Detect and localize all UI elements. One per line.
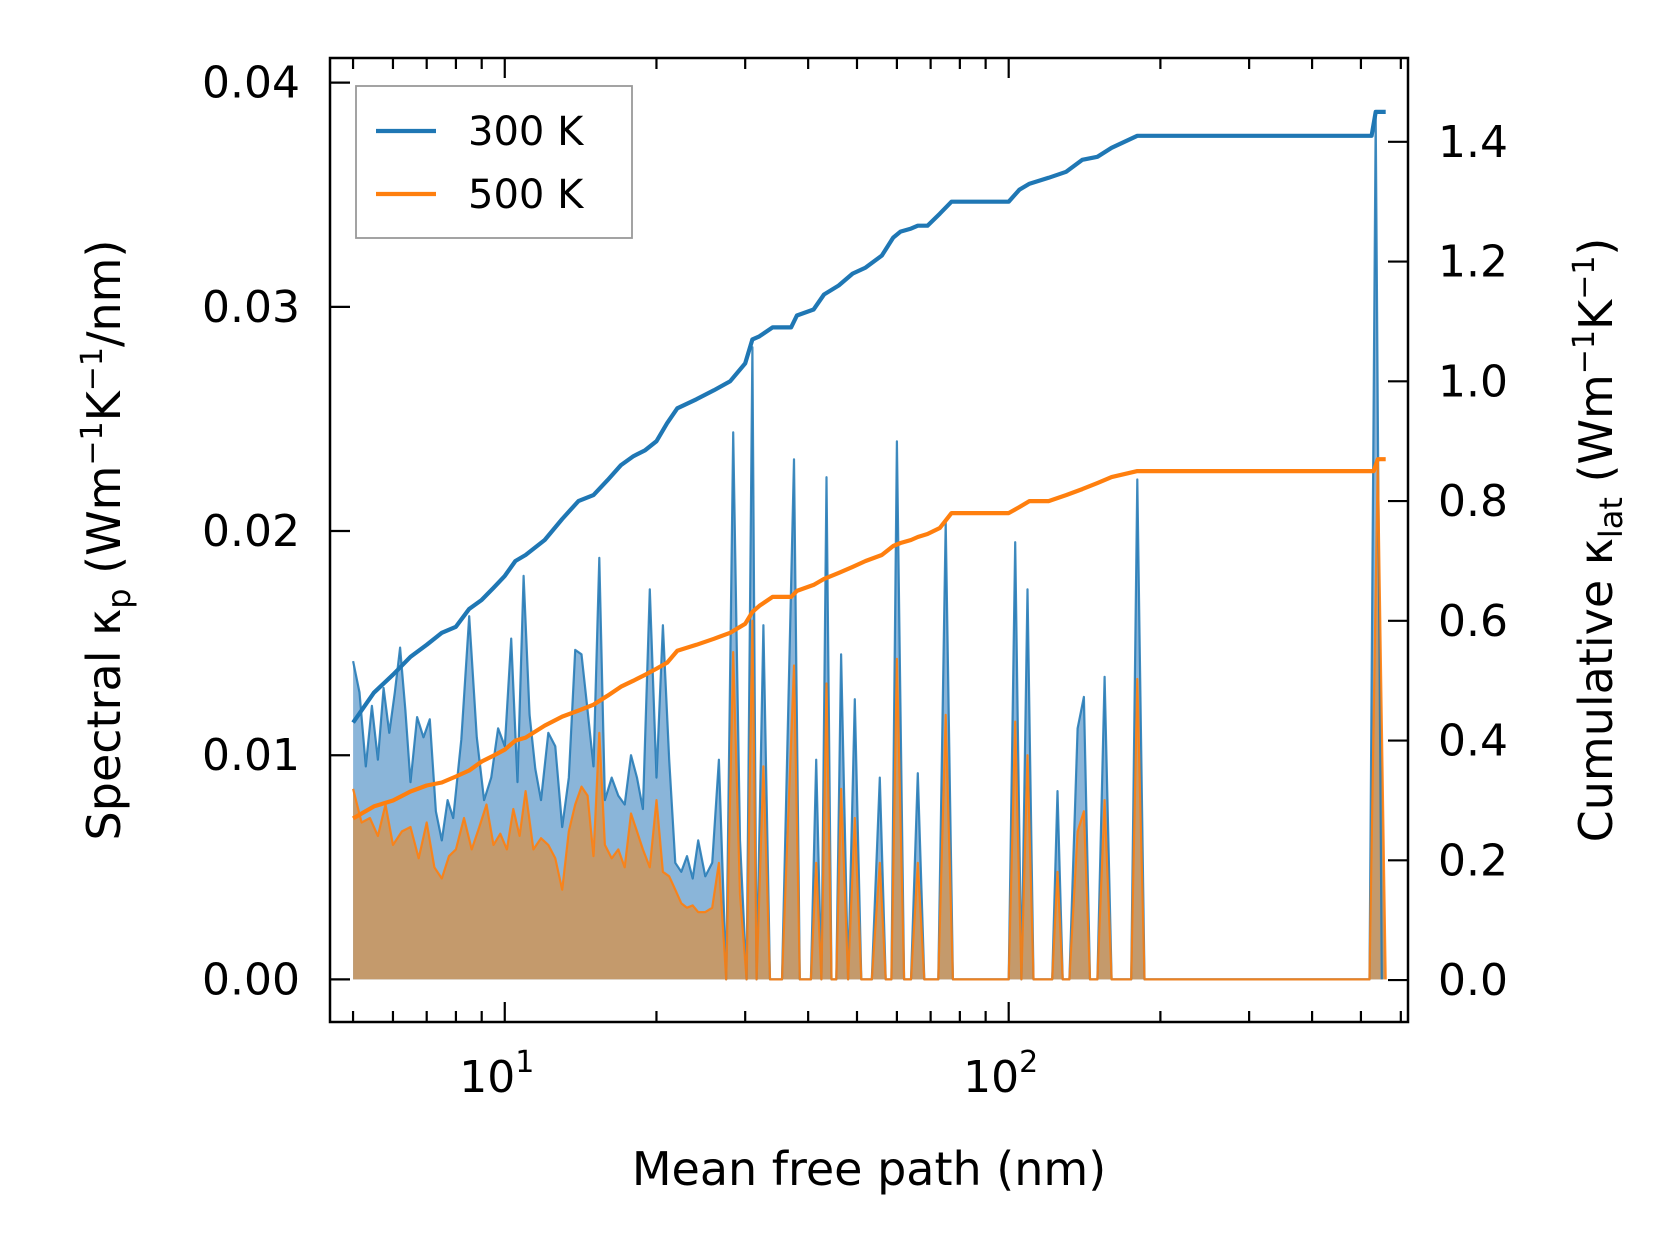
y-tick-label-right: 1.4	[1438, 117, 1508, 168]
series-group	[351, 109, 1387, 981]
x-tick-label: 102	[963, 1045, 1038, 1103]
y-tick-label-right: 0.2	[1438, 835, 1508, 886]
x-axis-label: Mean free path (nm)	[632, 1142, 1106, 1196]
y-tick-label-left: 0.04	[202, 58, 300, 109]
line-300k-spectral	[352, 115, 1383, 981]
y-axis-label-left: Spectral κp (Wm−1K−1/nm)	[75, 240, 138, 841]
x-tick-label: 101	[459, 1045, 534, 1103]
y-tick-label-left: 0.00	[202, 954, 300, 1005]
y-tick-label-left: 0.02	[202, 506, 300, 557]
legend-box	[355, 85, 633, 239]
y-ticks-left	[330, 81, 350, 981]
y-ticks-right	[1388, 140, 1408, 982]
legend: 300 K 500 K	[355, 85, 633, 239]
y-tick-label-right: 1.2	[1438, 237, 1508, 288]
y-axis-label-right: Cumulative κlat (Wm−1K−1)	[1567, 238, 1630, 843]
legend-label: 300 K	[468, 109, 585, 155]
y-tick-label-right: 0.8	[1438, 476, 1508, 527]
x-ticks	[351, 58, 1402, 1022]
line-500k-cumulative	[352, 457, 1386, 821]
y-tick-label-right: 1.0	[1438, 356, 1508, 407]
y-tick-label-right: 0.6	[1438, 596, 1508, 647]
area-500k-spectral	[353, 459, 1386, 980]
line-500k-spectral	[352, 458, 1387, 981]
plot-area	[351, 109, 1387, 981]
y-tick-label-right: 0.4	[1438, 716, 1508, 767]
legend-label: 500 K	[468, 172, 585, 218]
y-tick-label-right: 0.0	[1438, 955, 1508, 1006]
y-tick-label-left: 0.03	[202, 282, 300, 333]
axes-frame	[328, 56, 1410, 1024]
line-300k-cumulative	[351, 109, 1386, 724]
y-tick-label-left: 0.01	[202, 730, 300, 781]
axes: 101 102 0.00 0.01 0.02 0.03 0.04 0.0 0.2 0.4 0.6 0.…	[75, 56, 1630, 1196]
